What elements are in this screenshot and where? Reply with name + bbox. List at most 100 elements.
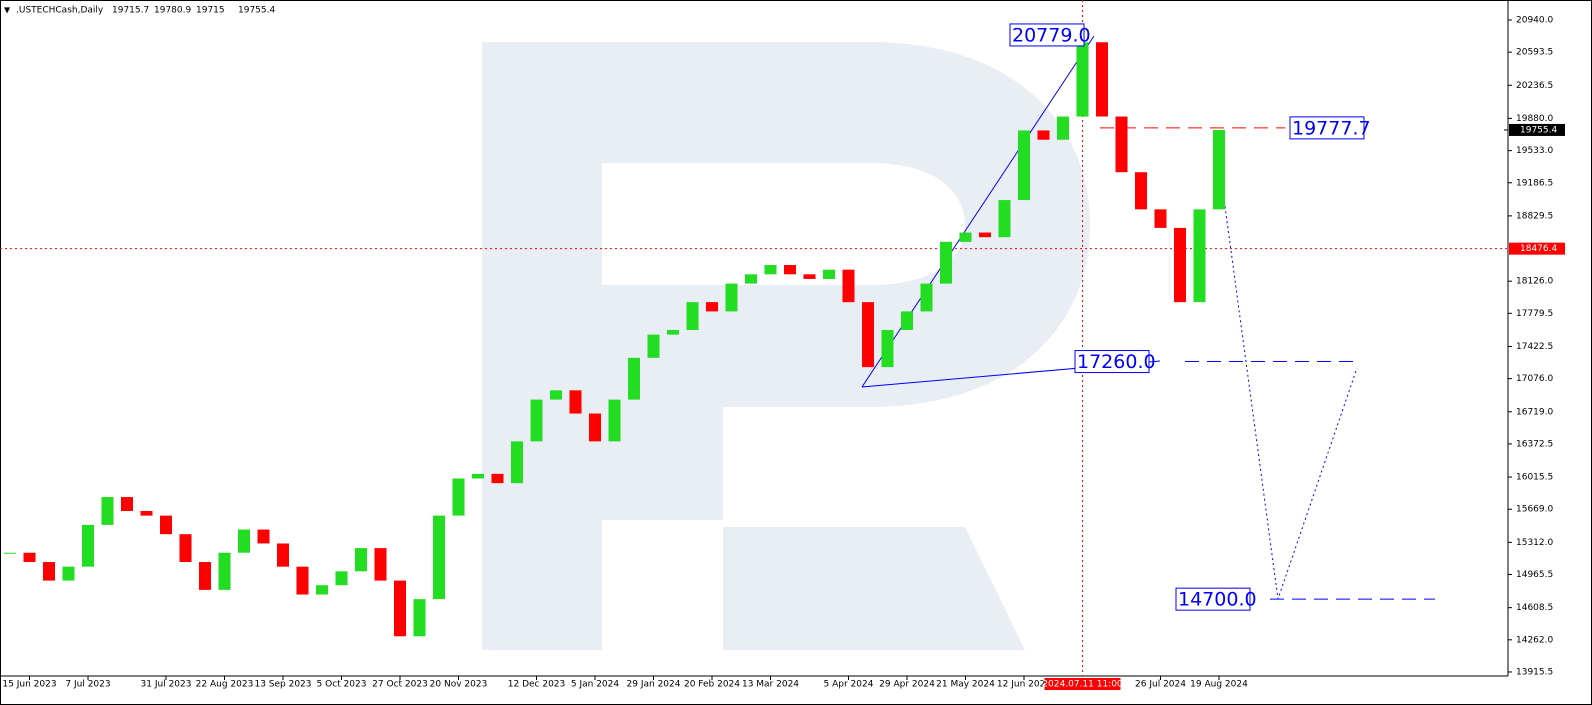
level-box: [1009, 23, 1085, 47]
y-tick-label: 14262.0: [1516, 635, 1553, 645]
candle: [1193, 209, 1206, 303]
candle: [1037, 130, 1050, 140]
y-tick-label: 16372.5: [1516, 439, 1553, 449]
candle: [881, 329, 894, 368]
candle: [1018, 130, 1030, 201]
y-tick-label: 18829.5: [1516, 211, 1553, 221]
x-tick-label: 20 Nov 2023: [430, 680, 488, 690]
candle: [862, 302, 874, 368]
crosshair-price: 18476.4: [1520, 244, 1557, 254]
x-tick-label: 27 Oct 2023: [372, 680, 428, 690]
ohlc-value: 19755.4: [238, 6, 275, 16]
level-box: [1175, 587, 1251, 611]
y-tick-label: 19186.5: [1516, 178, 1553, 188]
x-tick-label: 5 Apr 2024: [824, 680, 874, 690]
x-tick-label: 21 May 2024: [936, 680, 995, 690]
candle: [140, 510, 153, 516]
candle: [316, 585, 328, 595]
y-tick-label: 19880.0: [1516, 114, 1553, 124]
last-price: 19755.4: [1520, 125, 1557, 135]
level-label: 19777.7: [1292, 117, 1371, 139]
candle: [686, 302, 699, 330]
level-label: 14700.0: [1178, 589, 1257, 611]
y-tick-label: 15669.0: [1516, 505, 1553, 515]
watermark: [482, 42, 1090, 650]
x-tick-label: 19 Aug 2024: [1190, 680, 1248, 690]
candle: [628, 357, 640, 400]
ohlc-value: 19780.9: [154, 6, 191, 16]
y-tick-label: 20593.5: [1516, 48, 1553, 58]
y-tick-label: 15312.0: [1516, 538, 1553, 548]
candle: [589, 413, 601, 442]
x-tick-label: 20 Feb 2024: [684, 680, 740, 690]
x-tick-label: 22 Aug 2023: [196, 680, 254, 690]
y-tick-label: 19533.0: [1516, 146, 1553, 156]
candle: [511, 441, 523, 484]
x-tick-label: 29 Jan 2024: [627, 680, 681, 690]
candle: [920, 283, 933, 312]
x-tick-label: 12 Dec 2023: [508, 680, 566, 690]
candle: [842, 269, 855, 303]
candle: [1057, 116, 1069, 140]
ohlc-value: 19715: [196, 6, 225, 16]
candle: [1154, 209, 1167, 228]
candle: [452, 478, 465, 516]
candle: [667, 329, 679, 335]
candle: [745, 274, 757, 284]
y-tick-label: 14965.5: [1516, 570, 1553, 580]
candle: [62, 566, 75, 581]
level-box: [1289, 116, 1365, 140]
candle: [394, 580, 406, 637]
candle: [764, 265, 777, 275]
candle: [550, 390, 562, 400]
crosshair-time: 2024.07.11 11:00: [1042, 680, 1123, 690]
x-tick-label: 5 Oct 2023: [317, 680, 367, 690]
candle: [4, 552, 16, 554]
x-tick-label: 7 Jul 2023: [65, 680, 110, 690]
candle: [979, 232, 991, 238]
candle: [959, 232, 972, 242]
candle: [43, 562, 55, 581]
candle: [160, 515, 172, 535]
candle: [179, 534, 192, 563]
x-tick-label: 29 Apr 2024: [879, 680, 935, 690]
candle: [1076, 42, 1089, 117]
y-tick-label: 17779.5: [1516, 309, 1553, 319]
y-tick-label: 17422.5: [1516, 342, 1553, 352]
x-tick-label: 13 Sep 2023: [254, 680, 311, 690]
y-tick-label: 20940.0: [1516, 16, 1553, 26]
x-tick-label: 12 Jun 2024: [997, 680, 1051, 690]
x-tick-label: 31 Jul 2023: [141, 680, 192, 690]
x-tick-label: 13 Mar 2024: [742, 680, 799, 690]
candle: [374, 548, 387, 581]
x-tick-label: 26 Jul 2024: [1135, 680, 1186, 690]
candle: [238, 529, 250, 553]
candle: [82, 524, 94, 567]
y-tick-label: 16719.0: [1516, 407, 1553, 417]
y-tick-label: 17076.0: [1516, 374, 1553, 384]
candle: [569, 390, 582, 414]
y-tick-label: 16015.5: [1516, 473, 1553, 483]
candle: [218, 552, 231, 590]
candle: [296, 566, 309, 595]
candle: [530, 399, 543, 442]
candle: [257, 529, 270, 544]
candle: [901, 311, 913, 330]
candle: [355, 548, 367, 572]
candle: [823, 269, 835, 279]
candle: [101, 497, 114, 525]
candle: [23, 552, 36, 563]
x-tick-label: 5 Jan 2024: [571, 680, 619, 690]
last-price-tag: [1509, 123, 1565, 136]
x-tick-label: 15 Jun 2023: [2, 680, 56, 690]
symbol-title: .USTECHCash,Daily: [16, 6, 104, 16]
candle: [1135, 172, 1147, 210]
menu-icon[interactable]: ▼: [4, 6, 11, 15]
y-tick-label: 18126.0: [1516, 277, 1553, 287]
y-tick-label: 13915.5: [1516, 667, 1553, 677]
candle: [608, 399, 621, 442]
candle: [1174, 227, 1186, 303]
candle: [335, 571, 348, 586]
candle: [433, 515, 445, 600]
